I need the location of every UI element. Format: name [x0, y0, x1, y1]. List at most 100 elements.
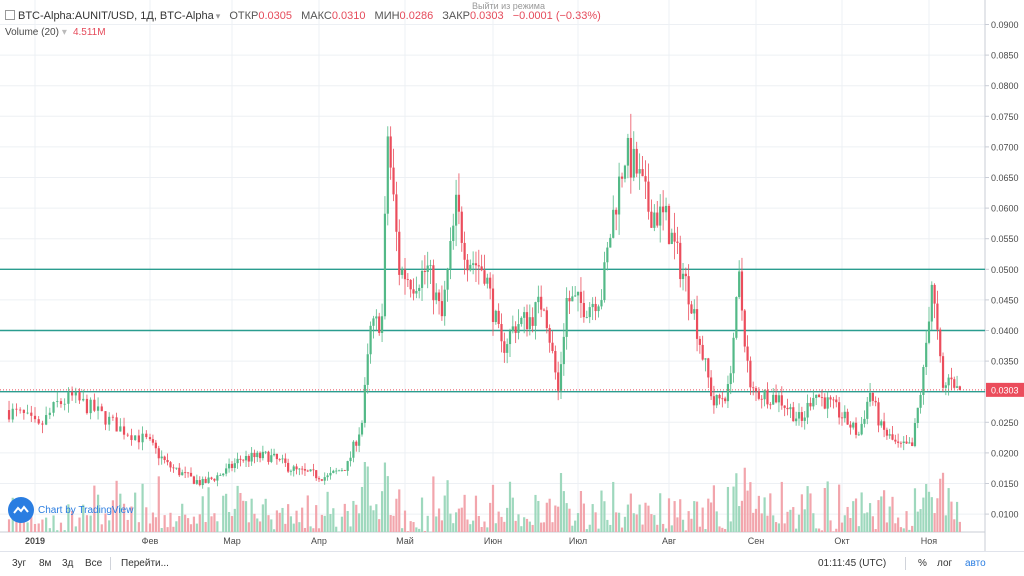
volume-bar	[293, 524, 295, 532]
candle-body	[432, 265, 434, 300]
volume-bar	[517, 514, 519, 532]
candle-body	[869, 393, 871, 402]
volume-bar	[685, 530, 687, 532]
clock-display[interactable]: 01:11:45 (UTC)	[818, 558, 886, 569]
volume-bar	[34, 524, 36, 532]
candle-body	[152, 439, 154, 443]
volume-bar	[500, 517, 502, 532]
candle-body	[104, 411, 106, 424]
candle-body	[769, 404, 771, 405]
candle-body	[676, 242, 678, 243]
candle-body	[685, 274, 687, 276]
candle-body	[123, 426, 125, 434]
chevron-down-icon[interactable]: ▾	[216, 11, 221, 21]
volume-bar	[903, 528, 905, 532]
volume-bar	[897, 518, 899, 532]
candle-body	[778, 395, 780, 402]
candle-body	[364, 385, 366, 423]
time-tick-label: Июл	[569, 536, 587, 546]
candle-body	[557, 372, 559, 390]
candle-body	[551, 343, 553, 351]
candle-body	[273, 454, 275, 455]
range-3d-button[interactable]: 3д	[62, 558, 73, 569]
toolbar-divider	[905, 557, 906, 570]
volume-bar	[931, 497, 933, 532]
high-value: 0.0310	[332, 10, 366, 22]
candle-body	[492, 289, 494, 322]
candle-series	[8, 114, 961, 489]
volume-bar	[939, 479, 941, 532]
auto-scale-button[interactable]: авто	[965, 558, 986, 569]
volume-bar	[184, 515, 186, 532]
goto-date-button[interactable]: Перейти...	[121, 558, 169, 569]
range-8m-button[interactable]: 8м	[39, 558, 51, 569]
candle-body	[721, 398, 723, 399]
collapse-icon[interactable]	[5, 10, 15, 20]
candle-body	[571, 296, 573, 301]
candle-body	[349, 458, 351, 461]
volume-bar	[506, 508, 508, 532]
candle-body	[549, 328, 551, 343]
volume-bar	[609, 525, 611, 532]
candle-body	[75, 392, 77, 395]
volume-bar	[512, 498, 514, 532]
volume-bar	[498, 512, 500, 532]
volume-bar	[276, 510, 278, 532]
volume-bar	[603, 501, 605, 532]
candle-body	[792, 407, 794, 421]
candle-body	[309, 469, 311, 471]
percent-scale-button[interactable]: %	[918, 558, 927, 569]
volume-bar	[568, 509, 570, 532]
volume-bar	[231, 516, 233, 532]
volume-bar	[827, 481, 829, 532]
volume-bar	[815, 528, 817, 532]
candle-body	[418, 288, 420, 291]
volume-bar	[801, 494, 803, 532]
candle-body	[466, 260, 468, 270]
tradingview-watermark[interactable]: Chart by TradingView	[8, 497, 133, 523]
candle-body	[161, 457, 163, 459]
volume-bar	[600, 491, 602, 532]
candle-body	[517, 324, 519, 333]
volume-bar	[237, 486, 239, 532]
volume-bar	[364, 462, 366, 532]
volume-bar	[792, 507, 794, 532]
candle-body	[563, 337, 565, 364]
candle-body	[849, 425, 851, 428]
candle-body	[449, 241, 451, 269]
chevron-down-icon[interactable]: ▾	[62, 27, 67, 38]
volume-bar	[606, 520, 608, 532]
volume-bar	[945, 515, 947, 532]
price-tick-label: 0.0900	[991, 20, 1019, 30]
volume-bar	[554, 506, 556, 532]
volume-bar	[418, 529, 420, 532]
range-3y-button[interactable]: 3уг	[12, 558, 26, 569]
volume-bar	[395, 499, 397, 532]
candle-body	[758, 391, 760, 399]
range-all-button[interactable]: Все	[85, 558, 102, 569]
candle-body	[8, 410, 10, 419]
log-scale-button[interactable]: лог	[937, 558, 952, 569]
candle-body	[293, 466, 295, 470]
candle-body	[855, 423, 857, 435]
candle-body	[863, 419, 865, 424]
volume-bar	[580, 491, 582, 532]
candle-body	[644, 176, 646, 181]
candle-body	[908, 442, 910, 443]
volume-bar	[410, 521, 412, 532]
volume-bar	[407, 531, 409, 532]
volume-bar	[481, 527, 483, 532]
price-chart[interactable]: 0.09000.08500.08000.07500.07000.06500.06…	[0, 0, 1024, 551]
volume-bar	[849, 518, 851, 532]
candle-body	[612, 210, 614, 238]
candle-body	[108, 417, 110, 425]
volume-bar	[307, 495, 309, 532]
candle-body	[290, 471, 292, 472]
volume-bar	[187, 518, 189, 532]
volume-bar	[213, 513, 215, 532]
volume-bar	[789, 510, 791, 532]
volume-bar	[821, 530, 823, 532]
price-axis[interactable]: 0.09000.08500.08000.07500.07000.06500.06…	[985, 20, 1019, 520]
candle-body	[945, 385, 947, 388]
